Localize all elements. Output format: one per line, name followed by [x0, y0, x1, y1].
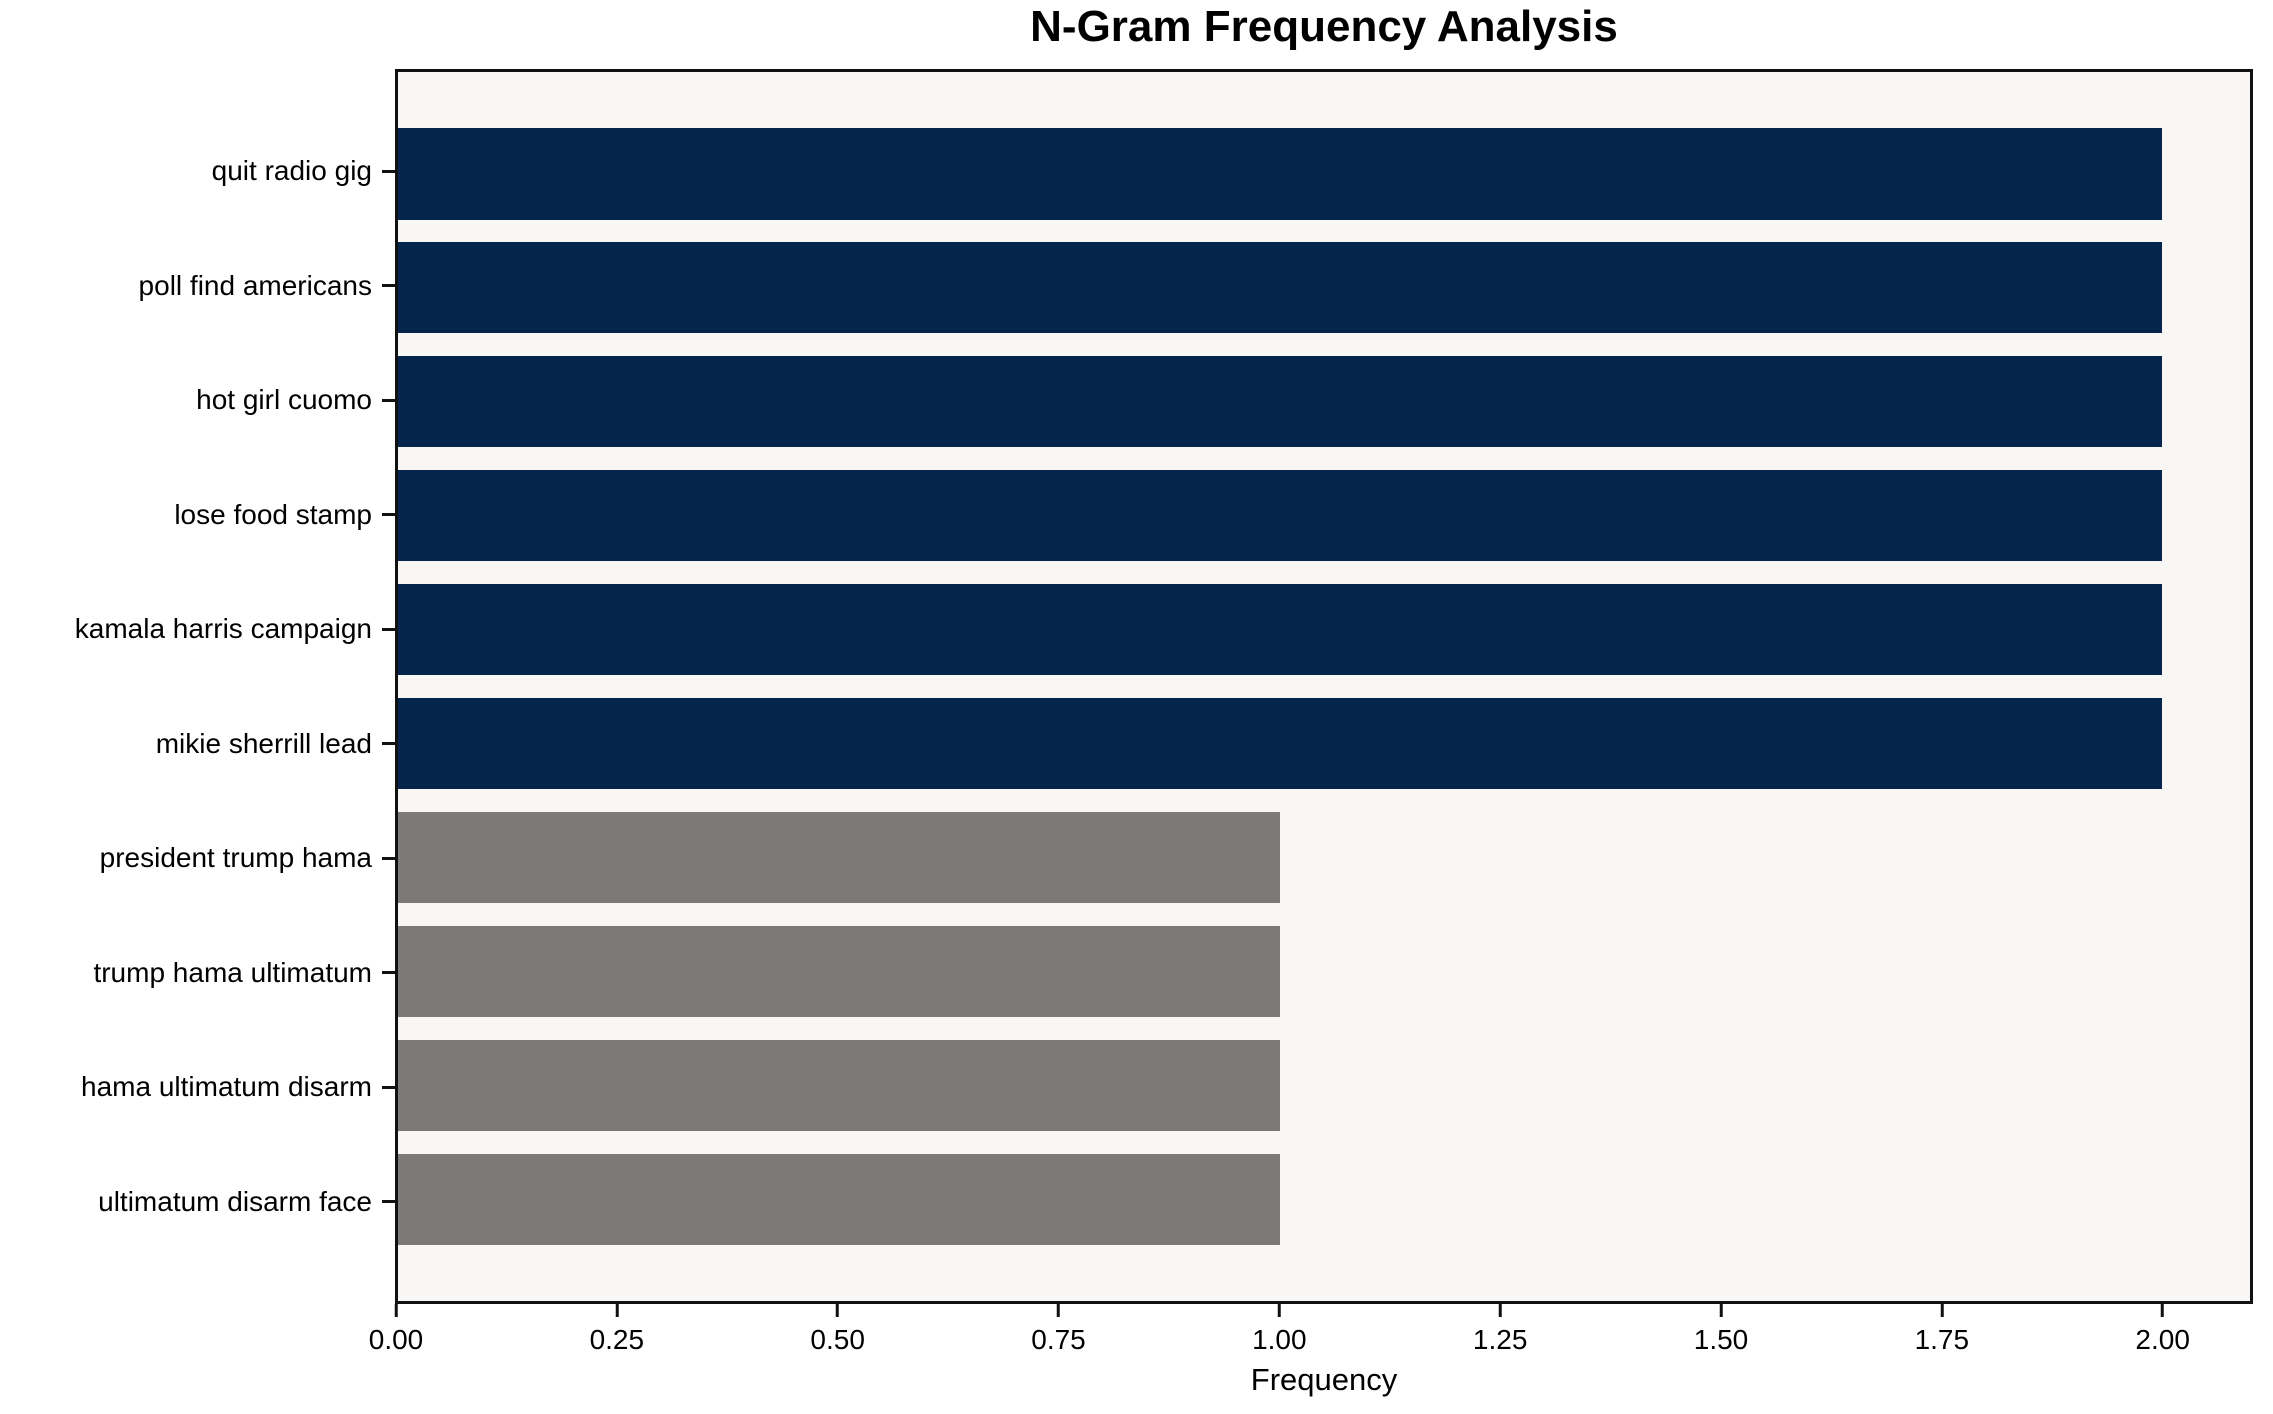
y-tick-label: ultimatum disarm face — [98, 1185, 372, 1217]
bar-row-kamala-harris-campaign — [398, 573, 2250, 687]
y-tick-label: kamala harris campaign — [74, 613, 372, 645]
x-tick-label: 1.25 — [1472, 1324, 1528, 1355]
y-tick-label: poll find americans — [138, 269, 372, 301]
x-tick-label: 0.00 — [368, 1324, 424, 1355]
bar-row-trump-hama-ultimatum — [398, 914, 2250, 1028]
y-tick-label: hot girl cuomo — [196, 384, 372, 416]
y-tick-mark — [382, 856, 395, 860]
x-tick-mark — [1940, 1304, 1944, 1317]
x-axis-ticks: 0.00 0.25 0.50 0.75 1.00 1.25 1.50 1.75 2.00 — [369, 1304, 2251, 1374]
x-tick-mark — [1498, 1304, 1502, 1317]
y-tick-label: president trump hama — [99, 842, 372, 874]
x-tick-label: 0.75 — [1031, 1324, 1086, 1355]
bar-row-poll-find-americans — [398, 231, 2250, 345]
bars-container — [398, 72, 2250, 1301]
x-tick-mark — [394, 1304, 398, 1317]
bar-row-ultimatum-disarm-face — [398, 1142, 2250, 1256]
x-tick-mark — [1277, 1304, 1281, 1317]
bar-hot-girl-cuomo — [398, 356, 2162, 448]
x-tick-mark — [615, 1304, 619, 1317]
y-tick-mark — [382, 627, 395, 631]
y-tick-row-poll-find-americans: poll find americans — [0, 229, 395, 344]
y-tick-row-trump-hama-ultimatum: trump hama ultimatum — [0, 916, 395, 1031]
x-tick-label: 2.00 — [2135, 1324, 2190, 1355]
y-tick-mark — [382, 971, 395, 975]
x-tick-0.75: 0.75 — [1031, 1304, 1086, 1356]
x-tick-label: 0.50 — [810, 1324, 865, 1355]
x-tick-label: 0.25 — [589, 1324, 645, 1355]
y-tick-label: lose food stamp — [174, 498, 372, 530]
x-axis-label: Frequency — [1250, 1362, 1398, 1397]
bar-row-hama-ultimatum-disarm — [398, 1028, 2250, 1142]
x-tick-label: 1.50 — [1693, 1324, 1749, 1355]
x-tick-0.50: 0.50 — [810, 1304, 865, 1356]
x-tick-1.25: 1.25 — [1472, 1304, 1528, 1356]
y-tick-row-hot-girl-cuomo: hot girl cuomo — [0, 343, 395, 458]
bar-row-president-trump-hama — [398, 800, 2250, 914]
y-tick-row-ultimatum-disarm-face: ultimatum disarm face — [0, 1145, 395, 1260]
plot-area — [395, 69, 2253, 1304]
x-tick-mark — [836, 1304, 840, 1317]
y-axis-labels: quit radio gig poll find americans hot gir… — [0, 69, 395, 1304]
y-tick-row-president-trump-hama: president trump hama — [0, 801, 395, 916]
x-tick-label: 1.75 — [1914, 1324, 1970, 1355]
y-tick-mark — [382, 513, 395, 517]
y-tick-row-kamala-harris-campaign: kamala harris campaign — [0, 572, 395, 687]
bar-president-trump-hama — [398, 811, 1280, 903]
bar-row-hot-girl-cuomo — [398, 345, 2250, 459]
y-tick-row-quit-radio-gig: quit radio gig — [0, 114, 395, 229]
y-tick-row-mikie-sherrill-lead: mikie sherrill lead — [0, 687, 395, 802]
y-tick-mark — [382, 742, 395, 746]
x-tick-1.75: 1.75 — [1914, 1304, 1970, 1356]
x-tick-mark — [1719, 1304, 1723, 1317]
bar-ultimatum-disarm-face — [398, 1153, 1280, 1245]
bar-lose-food-stamp — [398, 470, 2162, 562]
x-tick-mark — [2161, 1304, 2165, 1317]
y-tick-label: quit radio gig — [211, 155, 372, 187]
bar-row-mikie-sherrill-lead — [398, 687, 2250, 801]
x-tick-1.00: 1.00 — [1252, 1304, 1307, 1356]
bar-poll-find-americans — [398, 242, 2162, 334]
bar-row-lose-food-stamp — [398, 459, 2250, 573]
bar-mikie-sherrill-lead — [398, 697, 2162, 790]
bar-quit-radio-gig — [398, 128, 2162, 220]
y-tick-mark — [382, 1085, 395, 1089]
x-tick-mark — [1057, 1304, 1060, 1317]
y-tick-mark — [382, 169, 395, 173]
x-tick-1.50: 1.50 — [1693, 1304, 1749, 1356]
x-tick-label: 1.00 — [1252, 1324, 1307, 1355]
bar-trump-hama-ultimatum — [398, 925, 1280, 1017]
y-tick-label: trump hama ultimatum — [93, 956, 372, 988]
y-tick-mark — [382, 398, 395, 402]
bar-kamala-harris-campaign — [398, 584, 2162, 676]
y-tick-row-lose-food-stamp: lose food stamp — [0, 458, 395, 573]
x-tick-0.25: 0.25 — [589, 1304, 645, 1356]
y-tick-label: hama ultimatum disarm — [81, 1071, 372, 1103]
bar-hama-ultimatum-disarm — [398, 1039, 1280, 1131]
bar-row-quit-radio-gig — [398, 117, 2250, 231]
y-tick-mark — [382, 284, 395, 288]
y-tick-row-hama-ultimatum-disarm: hama ultimatum disarm — [0, 1030, 395, 1145]
x-tick-0.00: 0.00 — [368, 1304, 424, 1356]
chart-title: N-Gram Frequency Analysis — [1030, 2, 1618, 51]
y-tick-mark — [382, 1200, 395, 1204]
y-tick-label: mikie sherrill lead — [155, 727, 372, 759]
x-tick-2.00: 2.00 — [2135, 1304, 2190, 1356]
